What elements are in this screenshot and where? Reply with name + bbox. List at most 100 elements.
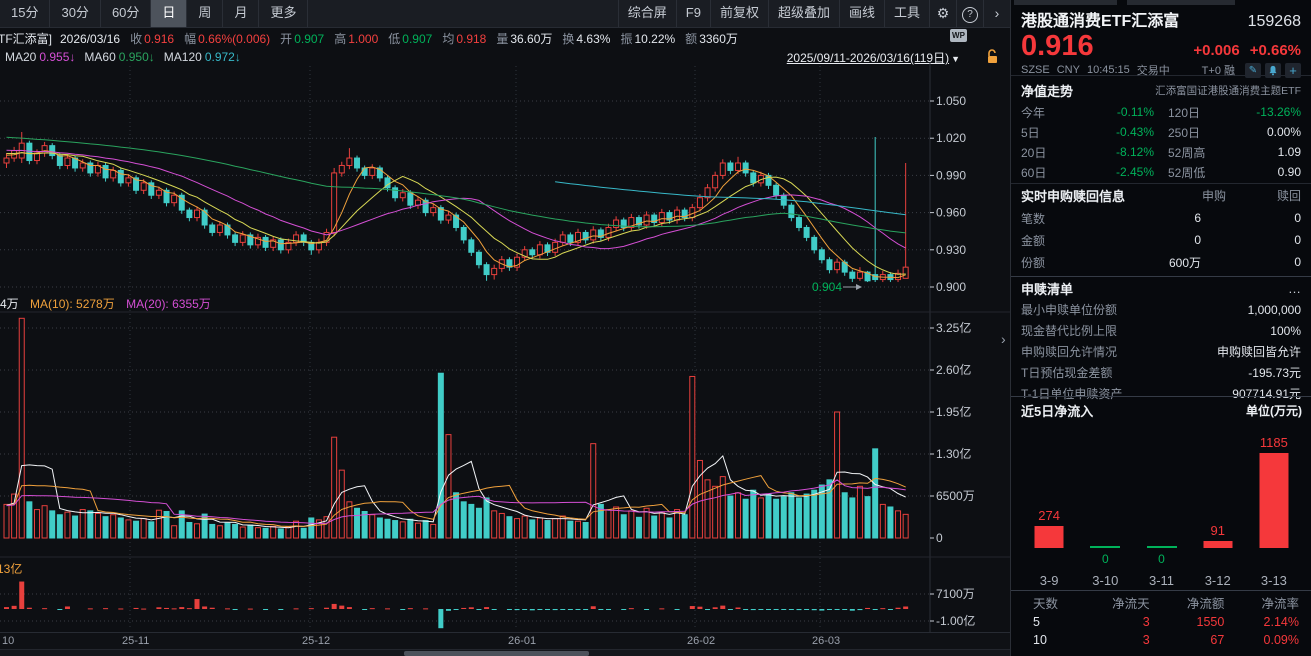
nv-label: 52周高 (1168, 145, 1206, 160)
toolbar-item-超级叠加[interactable]: 超级叠加 (767, 0, 839, 27)
chart-scrollbar-thumb[interactable] (404, 651, 589, 656)
quote-field-均: 均 0.918 (442, 32, 486, 46)
flow-bar-date: 3-13 (1260, 573, 1287, 588)
quote-field-额: 额 3360万 (685, 32, 738, 46)
quote-field-value: 4.63% (576, 32, 611, 46)
volume-ma10-label: MA(10): 5278万 (30, 297, 115, 311)
stock-code: 159268 (1247, 13, 1301, 30)
flow-table-header: 天数 净流天 净流额 净流率 (1023, 591, 1299, 613)
time-axis: 10 25-11 25-12 26-01 26-02 26-03 (0, 632, 1010, 650)
list-row: T-1日单位申赎资产 907714.91元 (1021, 383, 1301, 404)
axis-layer: 1.050 1.020 0.990 0.960 0.930 0.900 3.25亿 2.60亿… (67, 94, 975, 637)
ma-value: 0.950↓ (118, 50, 155, 64)
axis-label: 0.900 (936, 280, 966, 294)
nv-value: 0.00% (1266, 125, 1301, 139)
fund-full-name: 汇添富国证港股通消费主题ETF (1155, 84, 1301, 97)
toolbar-item-画线[interactable]: 画线 (838, 0, 884, 27)
net-inflow-5d-section: 近5日净流入 单位(万元) 274 3-9 0 3-10 0 3-11 91 3-12 1185… (1021, 398, 1302, 589)
subscription-title: 实时申购赎回信息 (1021, 189, 1126, 204)
list-label: 最小申赎单位份额 (1021, 303, 1118, 317)
tab-60分[interactable]: 60分 (101, 0, 152, 27)
flow-table-col-净流额: 净流额 (1186, 596, 1225, 611)
change-value: +0.006 (1193, 42, 1240, 59)
redemption-list-rows: 最小申赎单位份额 1,000,000 现金替代比例上限 100% 申购赎回允许情况 申购赎… (1021, 299, 1301, 404)
chart-scrollbar[interactable] (0, 649, 1010, 656)
flow-bar-slot-3-9: 274 3-9 (1021, 422, 1077, 588)
flow-zero-value: 0 (1101, 552, 1109, 566)
axis-label: 0.930 (936, 243, 966, 257)
more-ellipsis-button[interactable]: … (1288, 280, 1301, 296)
date-range-selector[interactable]: 2025/09/11-2026/03/16(119日) ▼ (770, 49, 960, 66)
axis-label: 0.990 (936, 168, 966, 182)
net-value-rows: 今年 -0.11% 120日 -13.26% 5日 -0.43% 250日 0.00% 20日 -… (1021, 102, 1301, 182)
tab-月[interactable]: 月 (223, 0, 260, 27)
flow-table-col-净流天: 净流天 (1112, 596, 1150, 611)
chevron-right-icon[interactable]: › (983, 0, 1010, 27)
flow-zero-value: 0 (1158, 552, 1165, 566)
list-value: 1,000,000 (1247, 302, 1301, 317)
price-ma-legend: MA20 0.955↓ MA60 0.950↓ MA120 0.972↓ (5, 50, 250, 64)
toolbar-item-综合屏[interactable]: 综合屏 (617, 0, 676, 27)
sg-redeem-value: 0 (1294, 255, 1301, 269)
nv-label: 5日 (1021, 125, 1040, 140)
list-label: 申购赎回允许情况 (1021, 345, 1118, 359)
toolbar-item-前复权[interactable]: 前复权 (709, 0, 768, 27)
quote-field-label: 换 (562, 32, 575, 46)
nv-value: 1.09 (1277, 145, 1301, 159)
flow-bar-value: 91 (1210, 523, 1225, 538)
help-icon[interactable]: ? (956, 0, 983, 27)
toolbar-item-F9[interactable]: F9 (675, 0, 710, 27)
tab-周[interactable]: 周 (187, 0, 224, 27)
edit-pencil-icon[interactable]: ✎ (1245, 62, 1261, 78)
quote-field-value: 0.907 (402, 32, 433, 46)
quote-field-换: 换 4.63% (562, 32, 610, 46)
net-inflow-bars: 274 3-9 0 3-10 0 3-11 91 3-12 1185 3-13 (1021, 422, 1302, 588)
list-value: 100% (1270, 323, 1301, 338)
caret-down-icon[interactable]: ▼ (951, 54, 960, 64)
time-label-26-01: 26-01 (508, 635, 537, 647)
sg-subscribe-value: 600万 (1168, 255, 1201, 270)
nv-value: -0.11% (1116, 105, 1154, 119)
flow-bar-date: 3-11 (1148, 573, 1175, 588)
sg-subscribe-value: 0 (1194, 233, 1201, 247)
axis-label: 1.30亿 (936, 446, 971, 461)
toolbar-item-工具[interactable]: 工具 (883, 0, 929, 27)
tab-更多[interactable]: 更多 (259, 0, 309, 27)
flow-table-row: 5 3 1550 2.14% (1023, 613, 1299, 631)
flow-bar-slot-3-10: 0 3-10 (1077, 422, 1133, 588)
flow-table-row: 10 3 67 0.09% (1023, 631, 1299, 649)
ma-label: MA120 (163, 50, 202, 64)
settings-gear-icon[interactable]: ⚙ (929, 0, 956, 27)
lowest-price-marker: 0.904 (812, 280, 842, 294)
list-value: -195.73元 (1248, 366, 1301, 380)
flow-bar-value: 274 (1038, 508, 1060, 523)
tab-30分[interactable]: 30分 (50, 0, 101, 27)
quote-fields: 收 0.916 幅 0.66%(0.006) 开 0.907 高 1.000 低 0.907 均 0.… (130, 30, 748, 47)
period-toolbar: 15分 30分 60分日周月更多 综合屏 F9 前复权 超级叠加 画线 工具 ⚙ ? › (0, 0, 1010, 28)
panel-tab-1[interactable] (1014, 0, 1117, 5)
trading-status: 交易中 (1136, 65, 1170, 77)
list-label: T日预估现金差额 (1021, 366, 1113, 380)
add-plus-icon[interactable]: + (1285, 62, 1301, 78)
flow-table-col-净流率: 净流率 (1261, 596, 1299, 611)
alert-bell-icon[interactable] (1265, 62, 1281, 78)
axis-label: 3.25亿 (936, 320, 971, 335)
tab-15分[interactable]: 15分 (0, 0, 51, 27)
tab-日[interactable]: 日 (151, 0, 188, 27)
panel-collapse-handle[interactable]: › (1001, 331, 1006, 347)
wp-badge-icon[interactable]: WP (950, 29, 967, 42)
quote-field-label: 量 (496, 32, 509, 46)
net-value-row: 5日 -0.43% 250日 0.00% (1021, 122, 1301, 142)
net-value-title: 净值走势 (1021, 83, 1074, 99)
panel-tab-2[interactable] (1127, 0, 1235, 5)
last-price: 0.916 (1021, 30, 1094, 62)
main-chart[interactable]: 1.050 1.020 0.990 0.960 0.930 0.900 3.25亿 2.60亿… (0, 0, 1010, 656)
ma-label: MA60 (84, 50, 116, 64)
date-range-text[interactable]: 2025/09/11-2026/03/16(119日) (786, 51, 950, 65)
quote-field-label: 低 (388, 32, 401, 46)
list-value: 907714.91元 (1232, 387, 1301, 401)
unlock-icon[interactable] (985, 49, 1001, 64)
flow-table-cell: 2.14% (1263, 615, 1299, 629)
quote-field-label: 均 (442, 32, 455, 46)
